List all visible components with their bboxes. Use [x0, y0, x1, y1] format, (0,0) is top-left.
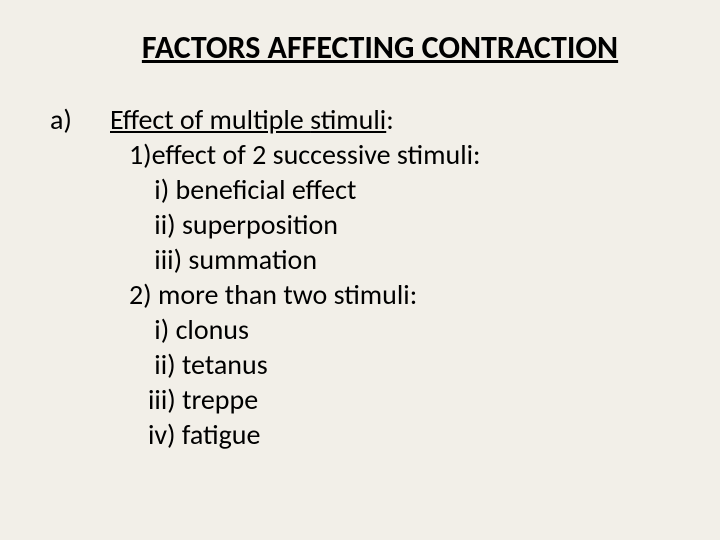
line-3: i) beneficial effect	[110, 172, 481, 207]
line-5: iii) summation	[110, 242, 481, 277]
line-10: iv) fatigue	[110, 417, 481, 452]
line-1: Effect of multiple stimuli:	[110, 102, 481, 137]
list-marker-a: a)	[50, 102, 72, 137]
line-8: ii) tetanus	[110, 347, 481, 382]
line-7b: clonus	[176, 312, 249, 347]
body-content: Effect of multiple stimuli: 1)effect of …	[110, 102, 481, 452]
line-9b: treppe	[182, 382, 258, 417]
line-2: 1)effect of 2 successive stimuli:	[110, 137, 481, 172]
line-9: iii) treppe	[110, 382, 481, 417]
line-9a: iii)	[110, 382, 182, 417]
line-1c: :	[386, 102, 394, 137]
slide-title: FACTORS AFFECTING CONTRACTION	[0, 28, 720, 67]
line-7: i) clonus	[110, 312, 481, 347]
line-1b: stimuli	[310, 102, 386, 137]
line-4: ii) superposition	[110, 207, 481, 242]
slide-container: FACTORS AFFECTING CONTRACTION a) Effect …	[0, 0, 720, 540]
line-7a: i)	[110, 312, 176, 347]
line-6: 2) more than two stimuli:	[110, 277, 481, 312]
line-1a: Effect of multiple	[110, 102, 310, 137]
